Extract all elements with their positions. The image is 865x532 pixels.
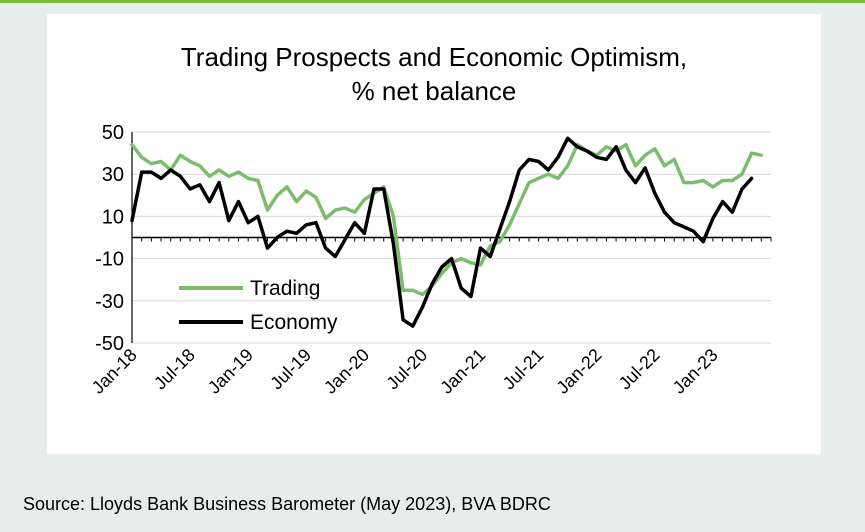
x-tick-label: Jan-19 bbox=[204, 345, 257, 398]
chart-title-line-1: Trading Prospects and Economic Optimism, bbox=[180, 42, 688, 72]
y-tick-label: -10 bbox=[95, 249, 124, 271]
series-line-economy bbox=[130, 136, 754, 328]
chart-panel: Trading Prospects and Economic Optimism,… bbox=[47, 14, 821, 454]
top-accent-rule bbox=[0, 0, 865, 3]
legend-label-trading: Trading bbox=[250, 277, 320, 300]
x-tick-label: Jan-23 bbox=[669, 345, 722, 398]
gridlines bbox=[132, 131, 771, 344]
y-tick-label: 30 bbox=[102, 164, 124, 186]
series-line-trading bbox=[130, 142, 764, 297]
x-tick-label: Jan-22 bbox=[552, 345, 605, 398]
legend-label-economy: Economy bbox=[250, 311, 338, 334]
x-tick-label: Jul-20 bbox=[382, 345, 431, 394]
x-tick-label: Jul-22 bbox=[615, 345, 664, 394]
y-tick-labels: 50 30 10 -10 -30 -50 bbox=[95, 122, 124, 355]
y-tick-label: -30 bbox=[95, 291, 124, 313]
series-lines bbox=[130, 136, 764, 328]
x-tick-label: Jan-20 bbox=[320, 345, 373, 398]
y-tick-label: 10 bbox=[102, 206, 124, 228]
line-chart: 50 30 10 -10 -30 -50 Jan-18 Jul-18 Jan-19 Jul-19… bbox=[88, 122, 772, 398]
x-tick-label: Jul-18 bbox=[150, 345, 199, 394]
y-tick-label: -50 bbox=[95, 333, 124, 355]
x-tick-label: Jul-21 bbox=[499, 345, 548, 394]
x-tick-label: Jul-19 bbox=[266, 345, 315, 394]
source-note: Source: Lloyds Bank Business Barometer (… bbox=[23, 494, 551, 514]
axes bbox=[131, 132, 772, 343]
y-tick-label: 50 bbox=[102, 122, 124, 144]
x-tick-labels: Jan-18 Jul-18 Jan-19 Jul-19 Jan-20 Jul-20 Jan-… bbox=[88, 345, 722, 398]
x-tick-label: Jan-21 bbox=[436, 345, 489, 398]
chart-title-line-2: % net balance bbox=[351, 76, 517, 106]
legend: Trading Economy bbox=[179, 277, 338, 334]
chart-title: Trading Prospects and Economic Optimism,… bbox=[47, 40, 821, 108]
